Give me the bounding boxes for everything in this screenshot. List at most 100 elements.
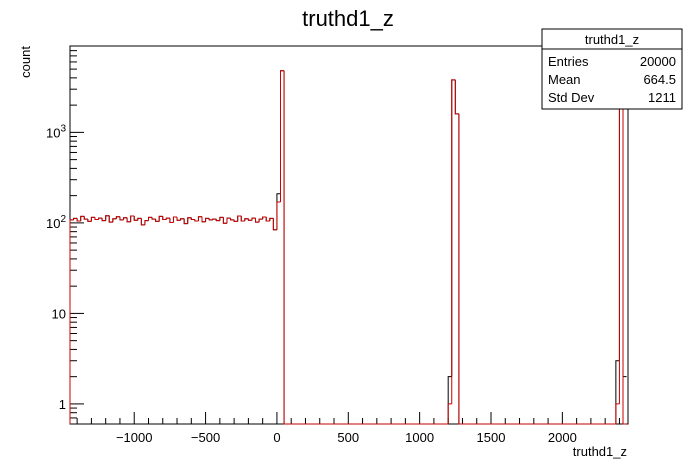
histogram-bin	[265, 217, 270, 222]
histogram-bin	[140, 218, 145, 226]
x-tick-label: −1000	[116, 430, 153, 445]
histogram-bin	[255, 218, 260, 223]
histogram-bin	[155, 219, 160, 222]
histogram-bin	[212, 218, 217, 220]
histogram-bin	[622, 103, 627, 378]
histogram-bin	[251, 217, 256, 221]
histogram-bin	[147, 216, 153, 221]
histogram-bin	[237, 215, 242, 222]
y-tick-label: 102	[46, 214, 66, 231]
histogram-bin	[622, 103, 627, 425]
histogram-bin	[283, 70, 288, 425]
histogram-bin	[226, 217, 231, 224]
histogram-bin	[169, 218, 174, 223]
chart-title: truthd1_z	[302, 6, 394, 31]
stats-stddev-value: 1211	[648, 90, 676, 105]
histogram-bin	[137, 217, 142, 221]
histogram-bin	[119, 216, 124, 221]
histogram-bin	[126, 217, 131, 223]
histogram-bin	[187, 217, 192, 224]
histogram-bin	[219, 216, 224, 221]
histogram-bin	[454, 79, 459, 115]
stats-stddev-label: Std Dev	[548, 90, 595, 105]
histogram-bin	[255, 218, 260, 223]
histogram-bin	[615, 360, 620, 424]
histogram-bin	[105, 215, 110, 221]
histogram-bin	[447, 376, 452, 424]
histogram-bin	[208, 218, 213, 221]
histogram-bin	[447, 403, 452, 424]
histogram-bin	[130, 215, 135, 222]
stats-box-title: truthd1_z	[585, 32, 639, 47]
histogram-bin	[272, 218, 277, 231]
histogram-bin	[454, 79, 459, 115]
histogram-bin	[105, 215, 110, 221]
histogram-bin	[183, 218, 188, 225]
histogram-bin	[83, 216, 88, 220]
histogram-bin	[615, 403, 620, 424]
histogram-bin	[76, 218, 81, 222]
y-axis-label: count	[18, 46, 33, 78]
histogram-bin	[133, 216, 138, 221]
histogram-bin	[247, 218, 252, 221]
histogram-bin	[158, 215, 163, 222]
y-tick-label: 103	[46, 123, 66, 140]
histogram-bin	[451, 79, 456, 404]
histogram-bin	[162, 216, 167, 221]
histogram-bin	[101, 218, 106, 222]
histogram-bin	[265, 217, 270, 222]
y-tick-label: 1	[59, 397, 66, 412]
histogram-bin	[80, 215, 85, 221]
histogram-bin	[123, 217, 128, 220]
histogram-bin	[279, 70, 285, 194]
histogram-bin	[194, 219, 199, 222]
histogram-bin	[144, 220, 149, 225]
x-axis-label: truthd1_z	[573, 444, 627, 459]
histogram-bin	[172, 216, 178, 223]
histogram-bin	[115, 216, 120, 219]
histogram-bin	[130, 215, 135, 222]
histogram-bin	[244, 218, 249, 221]
histogram-bin	[158, 215, 163, 222]
histogram-bin	[258, 218, 263, 223]
histogram-bin	[187, 217, 192, 224]
histogram-bin	[69, 219, 74, 424]
histogram-bin	[458, 113, 463, 425]
histogram-series-red	[69, 70, 627, 425]
y-tick-label: 10	[52, 306, 66, 321]
histogram-bin	[190, 217, 195, 221]
histogram-bin	[222, 217, 227, 224]
histogram-bin	[279, 70, 285, 203]
x-tick-label: 1500	[477, 430, 506, 445]
histogram-bin	[222, 217, 227, 224]
histogram-bin	[112, 218, 117, 223]
stats-entries-value: 20000	[640, 54, 676, 69]
histogram-bin	[276, 193, 281, 230]
x-tick-label: 0	[273, 430, 280, 445]
histogram-bin	[151, 217, 156, 220]
histogram-bin	[237, 215, 242, 222]
histogram-bin	[108, 215, 113, 223]
histogram-bin	[215, 219, 220, 222]
histogram-bin	[94, 217, 99, 221]
stats-mean-label: Mean	[548, 72, 581, 87]
histogram-bin	[80, 215, 85, 221]
histogram-bin	[165, 217, 170, 220]
histogram-bin	[144, 220, 149, 225]
histogram-bin	[90, 216, 95, 222]
histogram-bin	[183, 218, 188, 225]
histogram-bin	[201, 216, 206, 223]
histogram-bin	[98, 217, 103, 220]
histogram-bin	[169, 218, 174, 223]
x-tick-label: 2000	[548, 430, 577, 445]
histogram-bin	[176, 217, 181, 221]
x-tick-label: −500	[191, 430, 220, 445]
histogram-bin	[73, 217, 78, 220]
histogram-bin	[87, 219, 92, 222]
histogram-bin	[90, 216, 95, 222]
histogram-bin	[230, 218, 235, 221]
x-tick-label: 1000	[405, 430, 434, 445]
histogram-bin	[269, 217, 274, 221]
histogram-bin	[458, 113, 463, 425]
histogram-bin	[197, 216, 203, 221]
